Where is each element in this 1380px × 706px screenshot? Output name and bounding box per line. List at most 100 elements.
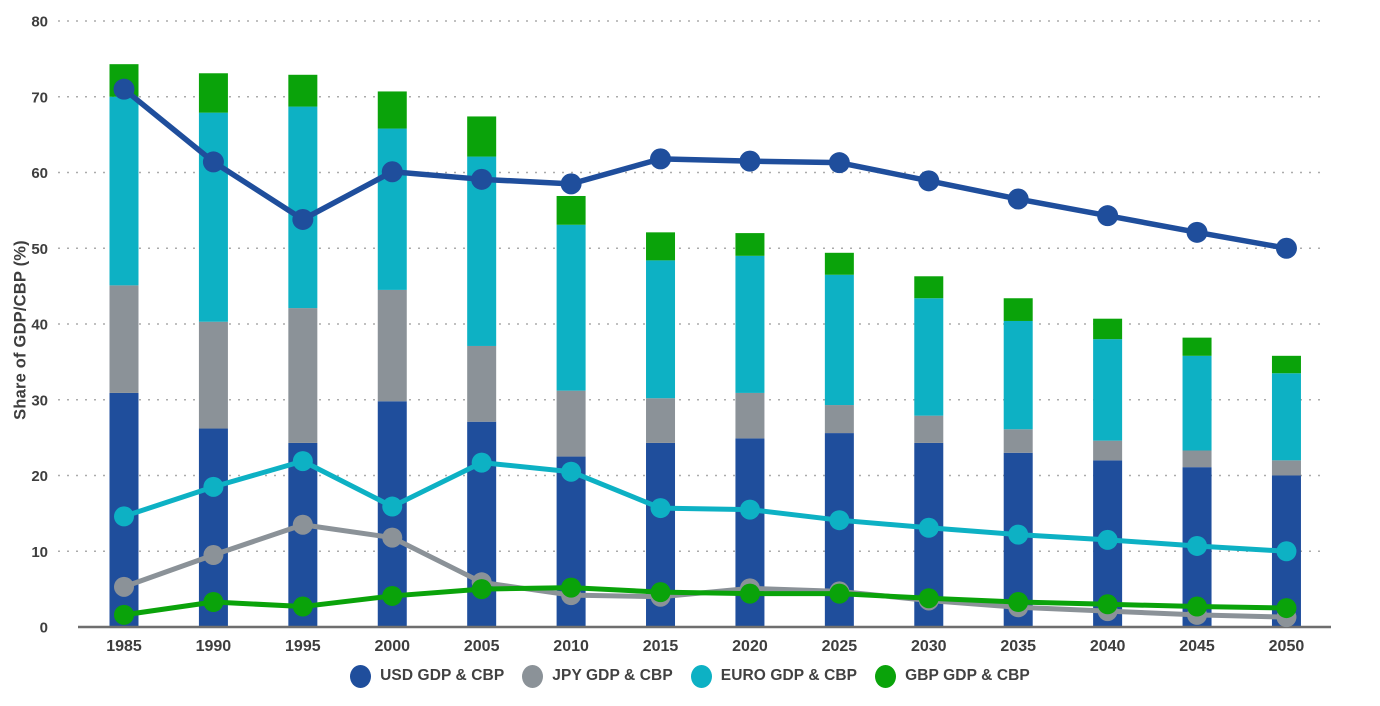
line-point — [292, 451, 313, 472]
legend-label: GBP GDP & CBP — [905, 667, 1030, 684]
bar-segment — [646, 232, 676, 261]
line-point — [1008, 592, 1029, 613]
line-point — [203, 592, 224, 613]
x-tick-label: 2030 — [911, 638, 947, 654]
line-point — [918, 517, 939, 538]
line-point — [829, 510, 850, 531]
bar-segment — [288, 442, 318, 627]
line-point — [1097, 205, 1119, 227]
legend-label: JPY GDP & CBP — [552, 667, 673, 684]
line-point — [918, 170, 940, 192]
line-point — [203, 476, 224, 497]
line-point — [1275, 237, 1297, 259]
y-tick-label: 70 — [31, 89, 48, 106]
x-tick-label: 1995 — [285, 638, 321, 654]
line-point — [561, 577, 582, 598]
bar-segment — [824, 274, 854, 406]
bar-segment — [556, 195, 586, 225]
line-point — [1276, 541, 1297, 562]
legend-dot — [350, 664, 372, 688]
line-point — [113, 78, 135, 100]
bar-segment — [109, 96, 139, 286]
x-tick-label: 2025 — [822, 638, 858, 654]
legend-item-usd[interactable]: USD GDP & CBP — [350, 664, 505, 688]
legend-item-gbp[interactable]: GBP GDP & CBP — [875, 664, 1030, 688]
line-series — [121, 458, 1289, 554]
y-tick-label: 60 — [31, 165, 48, 182]
bar-segment — [735, 233, 765, 256]
line-point — [114, 604, 134, 625]
line-point — [828, 152, 850, 174]
x-tick-label: 2050 — [1269, 638, 1305, 654]
bar-segment — [824, 405, 854, 434]
line-point — [382, 585, 403, 606]
bar-segment — [377, 91, 407, 129]
bar-segment — [1271, 355, 1301, 374]
bar-segment — [914, 298, 944, 416]
bar-segment — [288, 74, 318, 107]
bar-segment — [1003, 320, 1033, 430]
bar-segment — [288, 106, 318, 309]
bar-segment — [198, 112, 228, 322]
bar-segment — [288, 308, 318, 443]
bar-segment — [1093, 339, 1123, 441]
x-tick-label: 1990 — [196, 638, 232, 654]
x-tick-label: 2000 — [374, 638, 410, 654]
line-point — [471, 452, 492, 473]
legend-dot — [690, 664, 712, 688]
line-point — [650, 498, 671, 519]
line-point — [1186, 221, 1208, 243]
x-tick-label: 2010 — [553, 638, 589, 654]
line-point — [381, 161, 403, 183]
line-point — [650, 582, 671, 603]
bar-segment — [1182, 355, 1212, 451]
line-point — [739, 150, 761, 172]
bar-segment — [735, 392, 765, 439]
line-point — [1276, 598, 1297, 619]
line-point — [382, 527, 403, 548]
line-point — [1187, 596, 1208, 617]
bar-segment — [646, 398, 676, 443]
y-axis-title: Share of GDP/CBP (%) — [11, 240, 30, 420]
y-tick-label: 10 — [31, 544, 48, 561]
bar-segment — [467, 116, 497, 157]
line-point — [114, 506, 134, 527]
y-tick-label: 30 — [31, 392, 48, 409]
line-point — [739, 583, 760, 604]
legend-label: USD GDP & CBP — [380, 667, 505, 684]
line-point — [202, 151, 224, 173]
line-point — [114, 576, 134, 597]
y-tick-label: 20 — [31, 468, 48, 485]
bar-segment — [1271, 373, 1301, 461]
legend-dot — [522, 664, 544, 688]
line-point — [560, 173, 582, 195]
x-tick-label: 2015 — [643, 638, 679, 654]
x-tick-label: 2035 — [1000, 638, 1036, 654]
bar-segment — [109, 285, 139, 393]
legend-item-euro[interactable]: EURO GDP & CBP — [690, 664, 858, 688]
line-point — [471, 168, 493, 190]
bar-segment — [735, 255, 765, 393]
line-series — [121, 86, 1290, 251]
bar-segment — [1093, 318, 1123, 340]
bar-segment — [824, 252, 854, 275]
y-tick-label: 0 — [40, 620, 48, 637]
legend-item-jpy[interactable]: JPY GDP & CBP — [522, 664, 673, 688]
bar-segment — [1003, 298, 1033, 321]
bar-segment — [914, 415, 944, 443]
x-tick-label: 1985 — [106, 638, 142, 654]
y-tick-label: 50 — [31, 241, 48, 258]
y-tick-label: 80 — [31, 14, 48, 31]
line-point — [829, 583, 850, 604]
line-point — [918, 588, 939, 609]
legend-label: EURO GDP & CBP — [720, 667, 858, 684]
x-tick-label: 2045 — [1179, 638, 1215, 654]
line-series — [121, 585, 1289, 618]
line-point — [739, 499, 760, 520]
line-point — [471, 579, 492, 600]
bar-segment — [1093, 440, 1123, 461]
legend: USD GDP & CBP JPY GDP & CBP EURO GDP & CBP… — [0, 656, 1380, 696]
bar-segment — [377, 289, 407, 402]
bar-segment — [1271, 460, 1301, 476]
